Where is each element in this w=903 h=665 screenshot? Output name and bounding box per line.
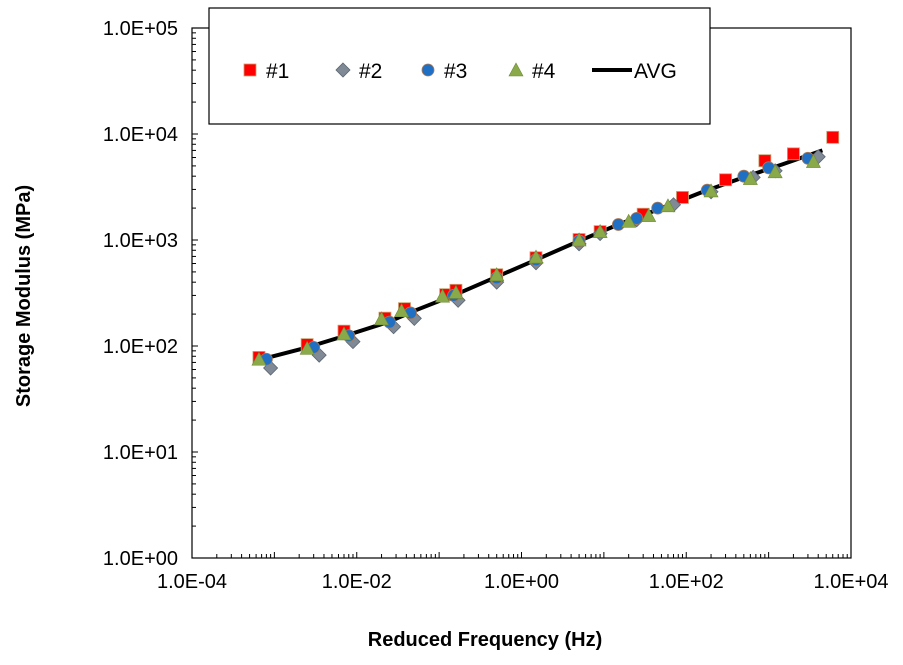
- data-point-square: [719, 173, 732, 187]
- data-point-triangle: [767, 164, 783, 179]
- data-point-triangle: [528, 249, 544, 264]
- y-tick-label: 1.0E+05: [103, 18, 178, 40]
- y-tick-label: 1.0E+00: [103, 548, 178, 570]
- x-tick-label: 1.0E+02: [649, 571, 724, 593]
- data-point-circle: [651, 201, 665, 215]
- x-tick-label: 1.0E-04: [157, 571, 227, 593]
- data-point-square: [826, 130, 840, 144]
- legend-marker-circle: [421, 63, 435, 77]
- y-tick-label: 1.0E+02: [103, 336, 178, 358]
- data-point-triangle: [374, 311, 390, 326]
- series-n4: [251, 153, 821, 366]
- data-point-triangle: [621, 213, 637, 228]
- legend-item-n3: #3: [421, 60, 467, 83]
- data-point-triangle: [641, 207, 657, 222]
- legend-label: #2: [359, 60, 382, 83]
- legend-item-n1: #1: [243, 60, 289, 83]
- x-tick-label: 1.0E-02: [322, 571, 392, 593]
- legend-label: #4: [532, 60, 556, 83]
- data-point-triangle: [299, 340, 315, 355]
- legend-marker-square: [243, 63, 257, 77]
- data-point-triangle: [435, 288, 451, 303]
- data-point-triangle: [660, 198, 676, 213]
- series-layer: [251, 130, 840, 376]
- x-tick-label: 1.0E+04: [813, 571, 888, 593]
- legend-label: AVG: [634, 60, 677, 83]
- data-point-triangle: [703, 183, 719, 198]
- data-point-triangle: [251, 351, 267, 366]
- data-point-triangle: [394, 303, 410, 318]
- y-tick-label: 1.0E+03: [103, 230, 178, 252]
- legend-item-n2: #2: [335, 60, 382, 83]
- data-point-triangle: [592, 223, 608, 238]
- data-point-triangle: [336, 326, 352, 341]
- data-point-triangle: [489, 267, 505, 282]
- data-point-square: [787, 147, 800, 161]
- x-tick-label: 1.0E+00: [484, 571, 559, 593]
- x-axis-title: Reduced Frequency (Hz): [368, 629, 602, 651]
- y-tick-label: 1.0E+01: [103, 442, 178, 464]
- legend-marker-triangle: [508, 62, 524, 77]
- legend-box: [208, 7, 711, 125]
- data-point-triangle: [571, 232, 587, 247]
- legend-label: #1: [266, 60, 289, 83]
- data-point-triangle: [805, 153, 821, 168]
- data-point-triangle: [448, 284, 464, 299]
- y-tick-label: 1.0E+04: [103, 124, 178, 146]
- legend-marker-diamond: [335, 62, 351, 78]
- x-axis-ticks: 1.0E-04 1.0E-02 1.0E+00 1.0E+02 1.0E+04: [157, 552, 889, 593]
- data-point-circle: [611, 218, 625, 231]
- legend-item-avg: AVG: [592, 60, 677, 83]
- data-point-square: [676, 191, 689, 204]
- legend: #1 #2 #3 #4 AVG: [208, 7, 711, 125]
- y-axis-title: Storage Modulus (MPa): [13, 185, 35, 407]
- data-point-triangle: [742, 170, 758, 185]
- legend-label: #3: [444, 60, 467, 83]
- y-axis-ticks: 1.0E+00 1.0E+01 1.0E+02 1.0E+03 1.0E+04 1.0E+…: [103, 18, 198, 570]
- legend-item-n4: #4: [508, 60, 556, 83]
